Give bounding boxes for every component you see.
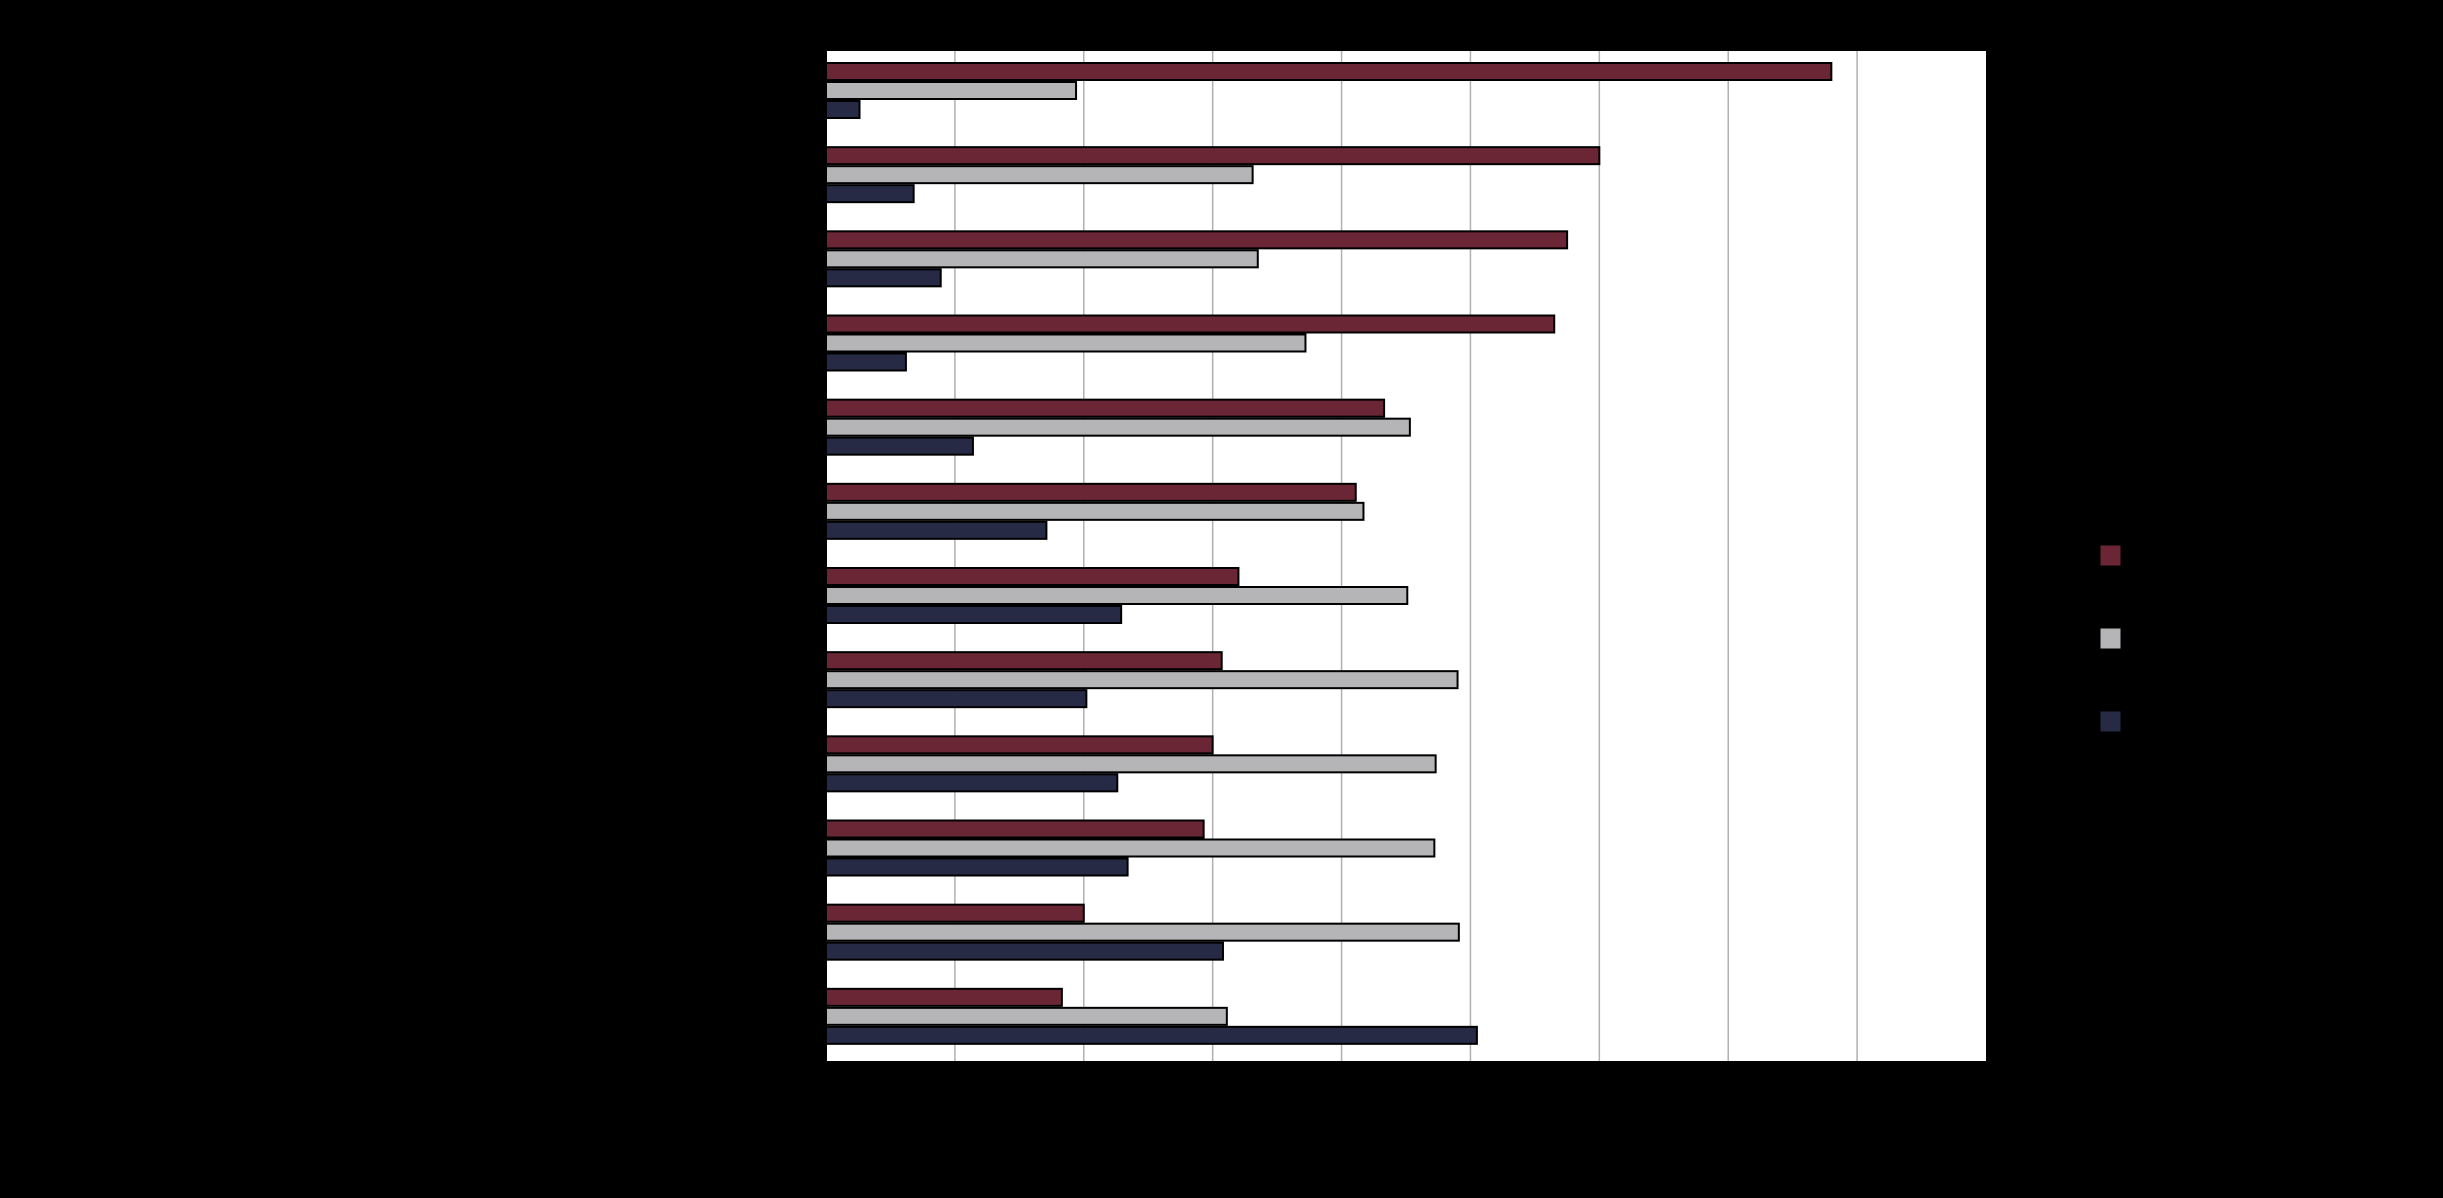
bar-cat6-series0 — [825, 567, 1240, 586]
bar-cat7-series0 — [825, 651, 1223, 671]
bar-cat1-series1 — [825, 165, 1254, 185]
bar-cat8-series1 — [825, 754, 1437, 774]
bar-cat6-series1 — [825, 586, 1409, 605]
bar-cat11-series0 — [825, 987, 1063, 1007]
bar-cat5-series1 — [825, 501, 1365, 521]
bar-cat5-series2 — [825, 520, 1048, 540]
legend — [2099, 544, 2122, 733]
bar-cat10-series1 — [825, 922, 1460, 942]
bar-cat0-series1 — [825, 81, 1078, 100]
bar-cat2-series2 — [825, 268, 942, 288]
bar-cat2-series1 — [825, 249, 1259, 269]
bars — [825, 51, 1833, 1061]
bar-cat1-series2 — [825, 184, 915, 204]
bar-cat7-series1 — [825, 670, 1459, 690]
bar-cat1-series0 — [825, 146, 1601, 166]
bar-cat5-series0 — [825, 482, 1357, 502]
bar-cat11-series2 — [825, 1025, 1478, 1045]
bar-cat6-series2 — [825, 605, 1123, 624]
bar-cat4-series2 — [825, 436, 974, 456]
bar-cat8-series2 — [825, 773, 1119, 793]
bar-cat3-series0 — [825, 314, 1556, 334]
bar-cat7-series2 — [825, 689, 1088, 709]
legend-swatch-series1 — [2099, 627, 2122, 650]
legend-swatch-series2 — [2099, 710, 2122, 733]
plot-area — [826, 51, 1986, 1061]
bar-cat4-series0 — [825, 398, 1386, 418]
bar-cat3-series1 — [825, 333, 1307, 353]
bar-cat3-series2 — [825, 352, 907, 372]
bar-cat2-series0 — [825, 230, 1569, 250]
bar-cat0-series2 — [825, 100, 861, 119]
bar-cat9-series0 — [825, 819, 1205, 839]
gridlines — [954, 51, 1858, 1061]
bar-cat10-series2 — [825, 941, 1224, 961]
bar-cat8-series0 — [825, 735, 1214, 755]
bar-cat9-series2 — [825, 857, 1129, 877]
bar-cat10-series0 — [825, 903, 1085, 923]
bar-cat11-series1 — [825, 1006, 1228, 1026]
bar-cat4-series1 — [825, 417, 1411, 437]
bar-cat0-series0 — [825, 62, 1833, 81]
bar-cat9-series1 — [825, 838, 1436, 858]
legend-swatch-series0 — [2099, 544, 2122, 567]
